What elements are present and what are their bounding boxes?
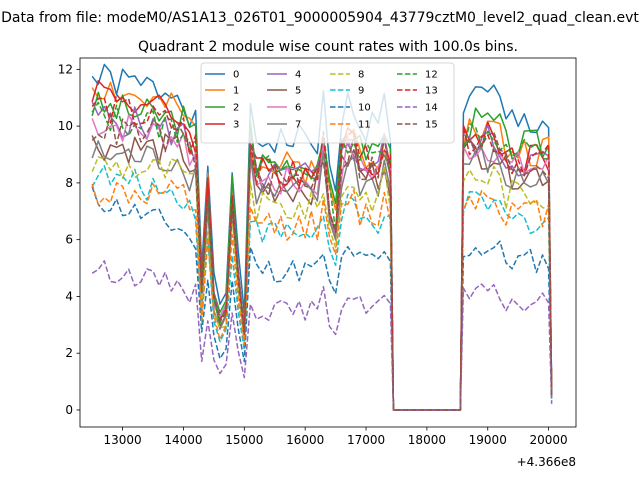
legend-box: [200, 62, 455, 144]
y-tick-label: 12: [58, 62, 73, 76]
legend-label-8: 8: [358, 70, 364, 81]
series-line-14: [91, 260, 553, 411]
series-layer: [91, 63, 553, 411]
legend-label-7: 7: [295, 120, 301, 131]
x-tick-label: 18000: [408, 433, 446, 447]
x-tick-label: 17000: [347, 433, 385, 447]
x-tick-label: 20000: [530, 433, 568, 447]
series-line-12: [91, 101, 553, 411]
y-tick-label: 10: [58, 119, 73, 133]
y-tick-label: 4: [65, 289, 73, 303]
legend-label-9: 9: [358, 86, 364, 97]
x-tick-label: 13000: [104, 433, 142, 447]
series-line-13: [91, 93, 553, 411]
legend-label-1: 1: [233, 86, 239, 97]
y-tick-label: 2: [65, 346, 73, 360]
legend-label-0: 0: [233, 70, 239, 81]
legend-label-14: 14: [425, 103, 438, 114]
x-tick-label: 16000: [286, 433, 324, 447]
legend-label-11: 11: [358, 120, 371, 131]
x-tick-label: 15000: [225, 433, 263, 447]
series-line-5: [91, 133, 553, 411]
legend-label-6: 6: [295, 103, 301, 114]
legend-label-15: 15: [425, 120, 438, 131]
x-tick-label: 14000: [164, 433, 202, 447]
series-line-10: [91, 186, 553, 411]
series-line-2: [91, 91, 553, 411]
series-line-8: [91, 156, 553, 411]
series-line-7: [91, 140, 553, 411]
chart-title: Quadrant 2 module wise count rates with …: [138, 39, 518, 55]
x-tick-label: 19000: [469, 433, 507, 447]
series-line-9: [91, 165, 553, 411]
series-line-1: [91, 81, 553, 411]
legend-label-10: 10: [358, 103, 371, 114]
y-tick-label: 6: [65, 233, 73, 247]
y-tick-label: 8: [65, 176, 73, 190]
axes-layer: 13000 14000 15000 16000 17000 18000 19000 20000…: [58, 57, 577, 447]
legend-label-12: 12: [425, 70, 438, 81]
x-offset-label: +4.366e8: [517, 455, 576, 469]
figure-suptitle: Data from file: modeM0/AS1A13_026T01_900…: [1, 10, 639, 26]
y-tick-label: 0: [65, 403, 73, 417]
legend-label-5: 5: [295, 86, 301, 97]
series-line-11: [91, 179, 553, 411]
plot-frame: [79, 57, 577, 428]
legend-label-3: 3: [233, 120, 239, 131]
legend-label-2: 2: [233, 103, 239, 114]
series-line-15: [91, 112, 553, 411]
legend-label-4: 4: [295, 70, 301, 81]
legend-label-13: 13: [425, 86, 438, 97]
